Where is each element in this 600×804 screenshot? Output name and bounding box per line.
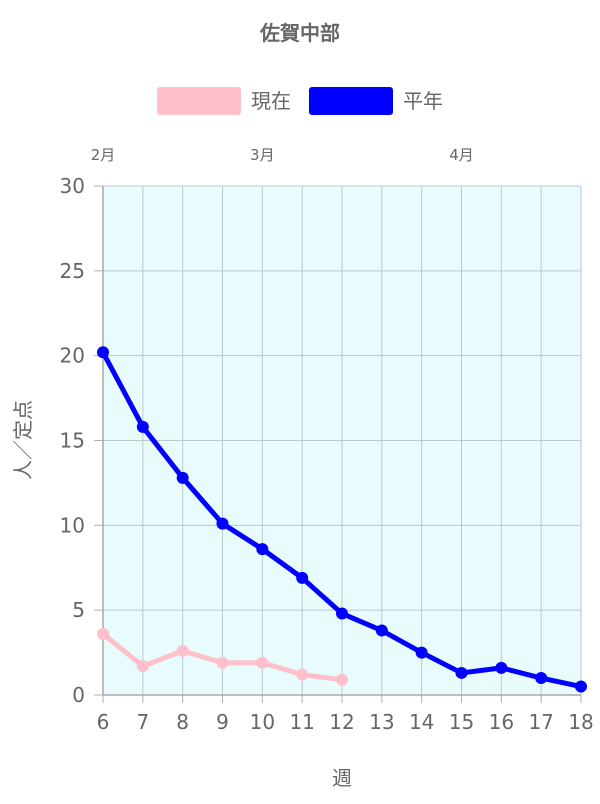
y-tick-label: 30 xyxy=(60,174,85,198)
x-tick-label: 16 xyxy=(489,710,514,734)
x-tick-label: 6 xyxy=(97,710,110,734)
data-point xyxy=(455,666,468,679)
x-tick-label: 18 xyxy=(568,710,593,734)
data-point xyxy=(575,680,587,693)
data-point xyxy=(97,627,109,640)
y-tick-label: 0 xyxy=(72,683,85,707)
month-label: 4月 xyxy=(449,146,474,164)
data-point xyxy=(336,673,348,686)
chart-title: 佐賀中部 xyxy=(259,21,340,45)
y-tick-label: 20 xyxy=(60,344,85,368)
y-axis-label: 人／定点 xyxy=(11,400,35,480)
x-tick-label: 9 xyxy=(216,710,229,734)
data-point xyxy=(216,517,229,530)
x-tick-label: 8 xyxy=(176,710,189,734)
legend-swatch-1 xyxy=(309,87,393,115)
y-tick-label: 15 xyxy=(60,429,85,453)
month-labels: 2月 3月 4月 xyxy=(91,146,474,164)
data-point xyxy=(296,668,309,681)
data-point xyxy=(415,646,428,659)
data-point xyxy=(176,644,189,657)
data-point xyxy=(216,656,229,669)
x-tick-label: 13 xyxy=(369,710,394,734)
y-tick-label: 5 xyxy=(72,598,85,622)
y-tick-label: 10 xyxy=(60,513,85,537)
legend-swatch-0 xyxy=(157,87,241,115)
x-tick-label: 7 xyxy=(136,710,149,734)
data-point xyxy=(256,543,269,556)
data-point xyxy=(136,660,149,673)
data-point xyxy=(256,656,269,669)
data-point xyxy=(176,471,189,484)
data-point xyxy=(535,672,548,685)
data-point xyxy=(296,571,309,584)
x-tick-label: 15 xyxy=(449,710,474,734)
data-point xyxy=(495,661,508,674)
month-label: 3月 xyxy=(250,146,275,164)
x-tick-label: 11 xyxy=(289,710,314,734)
legend: 現在 平年 xyxy=(157,87,443,115)
x-tick-label: 12 xyxy=(329,710,354,734)
plot-area: 6 7 8 9 10 11 12 13 14 15 16 17 18 0 5 10 15 20 25 30 xyxy=(60,174,594,734)
x-tick-label: 10 xyxy=(250,710,275,734)
y-tick-label: 25 xyxy=(60,259,85,283)
x-tick-label: 17 xyxy=(528,710,553,734)
data-point xyxy=(97,346,109,359)
data-point xyxy=(136,420,149,433)
data-point xyxy=(375,624,388,637)
x-tick-label: 14 xyxy=(409,710,434,734)
legend-label-0: 現在 xyxy=(251,89,291,113)
x-axis-label: 週 xyxy=(332,766,352,790)
data-point xyxy=(336,607,348,620)
legend-label-1: 平年 xyxy=(403,89,443,113)
month-label: 2月 xyxy=(91,146,116,164)
